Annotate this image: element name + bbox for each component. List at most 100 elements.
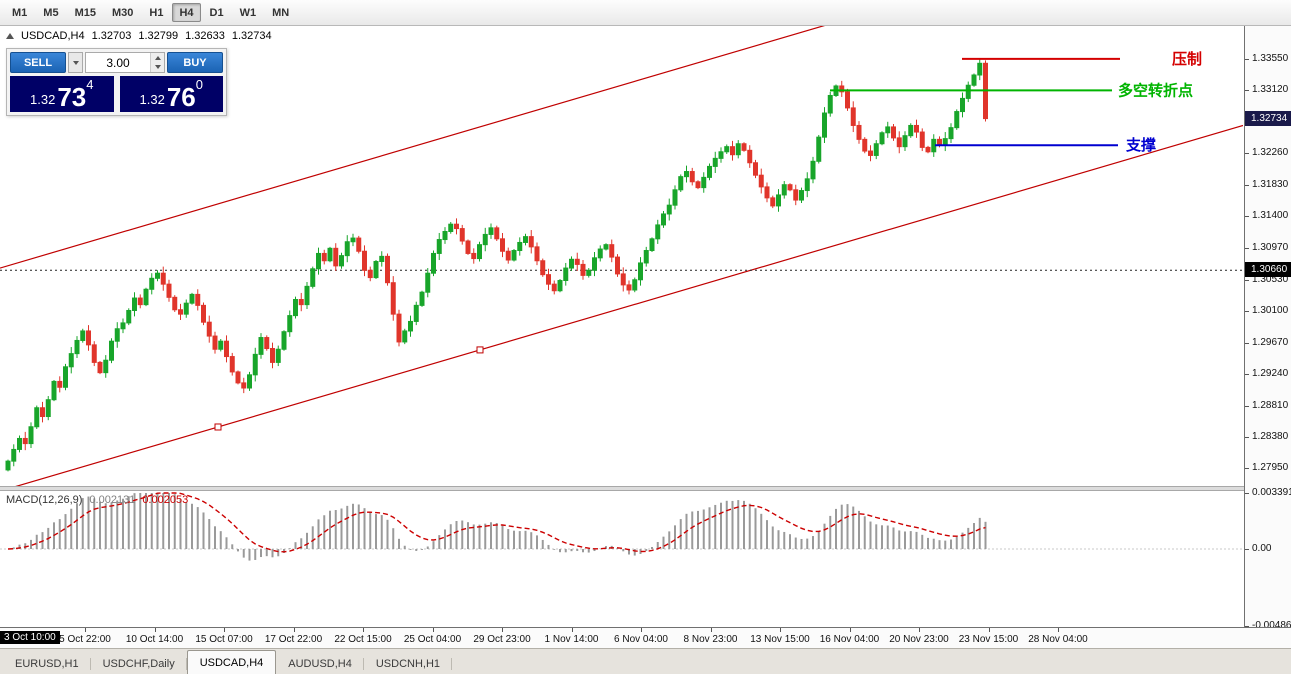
sell-price-sup: 4: [86, 77, 94, 92]
timeframe-button-D1[interactable]: D1: [203, 3, 231, 22]
candle-body: [17, 437, 22, 450]
channel-lower-line[interactable]: [0, 124, 1243, 486]
candle-body: [419, 291, 425, 306]
one-click-panel-toggle-icon[interactable]: [6, 33, 14, 39]
candle-body: [649, 238, 655, 252]
candle-body: [707, 165, 712, 178]
candle-body: [183, 302, 189, 315]
time-axis-badge: 3 Oct 10:00: [0, 631, 60, 644]
panel-splitter[interactable]: [0, 486, 1291, 491]
timeframe-button-H4[interactable]: H4: [172, 3, 201, 22]
buy-price-display[interactable]: 1.32 76 0: [119, 76, 223, 112]
volume-field: [85, 52, 165, 73]
time-axis[interactable]: 3 Oct 10:00 5 Oct 22:00 10 Oct 14:00 15 Oct…: [0, 627, 1291, 648]
current-price-badge: 1.32734: [1245, 110, 1291, 126]
candle-body: [494, 227, 500, 240]
price-axis[interactable]: 1.33550 1.33120 1.32260 1.31830 1.31400 1.309…: [1244, 26, 1291, 631]
sell-price-display[interactable]: 1.32 73 4: [10, 76, 114, 112]
time-axis-label: 17 Oct 22:00: [264, 634, 323, 645]
candle-body: [149, 277, 155, 290]
candle-body: [885, 126, 891, 134]
candle-body: [948, 127, 954, 140]
channel-upper-line[interactable]: [0, 26, 1243, 269]
chevron-up-icon: [154, 55, 161, 60]
time-axis-tick: [293, 628, 295, 632]
annotation-label[interactable]: 压制: [1172, 50, 1202, 68]
price-axis-tick: [1245, 405, 1249, 407]
candle-body: [615, 256, 620, 275]
price-axis-tick: [1245, 437, 1249, 438]
annotation-label[interactable]: 多空转折点: [1118, 81, 1193, 99]
chart-tab-AUDUSD-H4[interactable]: AUDUSD,H4: [276, 654, 364, 674]
candle-body: [827, 94, 833, 114]
price-axis-label: 1.33120: [1252, 84, 1289, 96]
order-type-dropdown[interactable]: [68, 52, 83, 73]
time-axis-tick: [363, 628, 364, 632]
price-axis-label: 1.32260: [1252, 147, 1289, 159]
ohlc-high-value: 1.32799: [138, 30, 179, 42]
candle-body: [793, 189, 799, 201]
candle-body: [712, 157, 718, 167]
time-axis-label: 22 Oct 15:00: [334, 634, 392, 645]
timeframe-button-M30[interactable]: M30: [105, 3, 140, 22]
trendline-handle[interactable]: [476, 346, 484, 354]
price-axis-label: 1.30970: [1252, 241, 1289, 253]
candle-body: [684, 171, 689, 178]
candle-body: [626, 284, 632, 291]
price-axis-tick: [1245, 153, 1249, 155]
timeframe-button-H1[interactable]: H1: [142, 3, 170, 22]
time-axis-label: 29 Oct 23:00: [473, 634, 531, 645]
buy-price-prefix: 1.32: [139, 92, 165, 107]
time-axis-label: 10 Oct 14:00: [125, 634, 184, 645]
timeframe-button-MN[interactable]: MN: [265, 3, 296, 22]
candle-body: [845, 91, 850, 109]
buy-price-big: 76: [166, 82, 196, 112]
candle-body: [28, 426, 34, 445]
candle-body: [896, 137, 902, 148]
candle-body: [511, 250, 517, 261]
timeframe-button-M1[interactable]: M1: [5, 3, 34, 22]
sell-button[interactable]: SELL: [10, 52, 66, 73]
candle-body: [258, 337, 264, 355]
timeframe-button-M5[interactable]: M5: [36, 3, 65, 22]
timeframe-button-M15[interactable]: M15: [68, 3, 103, 22]
macd-indicator-panel[interactable]: [0, 491, 1243, 627]
candle-body: [264, 337, 270, 350]
trend-channel[interactable]: [0, 26, 1243, 486]
trendline-handle[interactable]: [214, 423, 222, 431]
volume-down-button[interactable]: [151, 62, 164, 72]
candle-body: [747, 149, 753, 164]
candle-body: [977, 62, 983, 76]
chart-tab-USDCHF-Daily[interactable]: USDCHF,Daily: [91, 654, 187, 674]
time-axis-tick: [849, 628, 851, 632]
buy-button[interactable]: BUY: [167, 52, 223, 73]
chart-tab-USDCAD-H4[interactable]: USDCAD,H4: [186, 650, 277, 674]
chart-tab-EURUSD-H1[interactable]: EURUSD,H1: [3, 654, 91, 674]
candle-body: [339, 255, 344, 267]
candle-body: [172, 296, 178, 311]
candle-body: [620, 273, 626, 286]
volume-input[interactable]: [86, 53, 150, 72]
macd-axis-label: -0.004862: [1252, 620, 1291, 631]
volume-up-button[interactable]: [151, 53, 164, 63]
candle-body: [356, 237, 362, 252]
sell-price-big: 73: [57, 82, 87, 112]
chart-tab-USDCNH-H1[interactable]: USDCNH,H1: [364, 654, 453, 674]
candle-body: [206, 321, 212, 337]
candle-body: [937, 138, 942, 145]
timeframe-button-W1[interactable]: W1: [233, 3, 264, 22]
price-axis-label: 1.27950: [1252, 462, 1289, 474]
candle-body: [597, 248, 603, 259]
candle-body: [195, 293, 201, 306]
candle-body: [891, 126, 896, 139]
candle-body: [166, 283, 172, 298]
candle-body: [201, 304, 206, 323]
candle-body: [247, 374, 252, 389]
annotation-label[interactable]: 支撑: [1125, 136, 1156, 154]
candle-body: [126, 309, 132, 324]
candle-body: [540, 260, 546, 276]
price-axis-tick: [1245, 247, 1249, 249]
macd-histogram: [12, 493, 987, 561]
ohlc-open-value: 1.32703: [91, 30, 132, 42]
